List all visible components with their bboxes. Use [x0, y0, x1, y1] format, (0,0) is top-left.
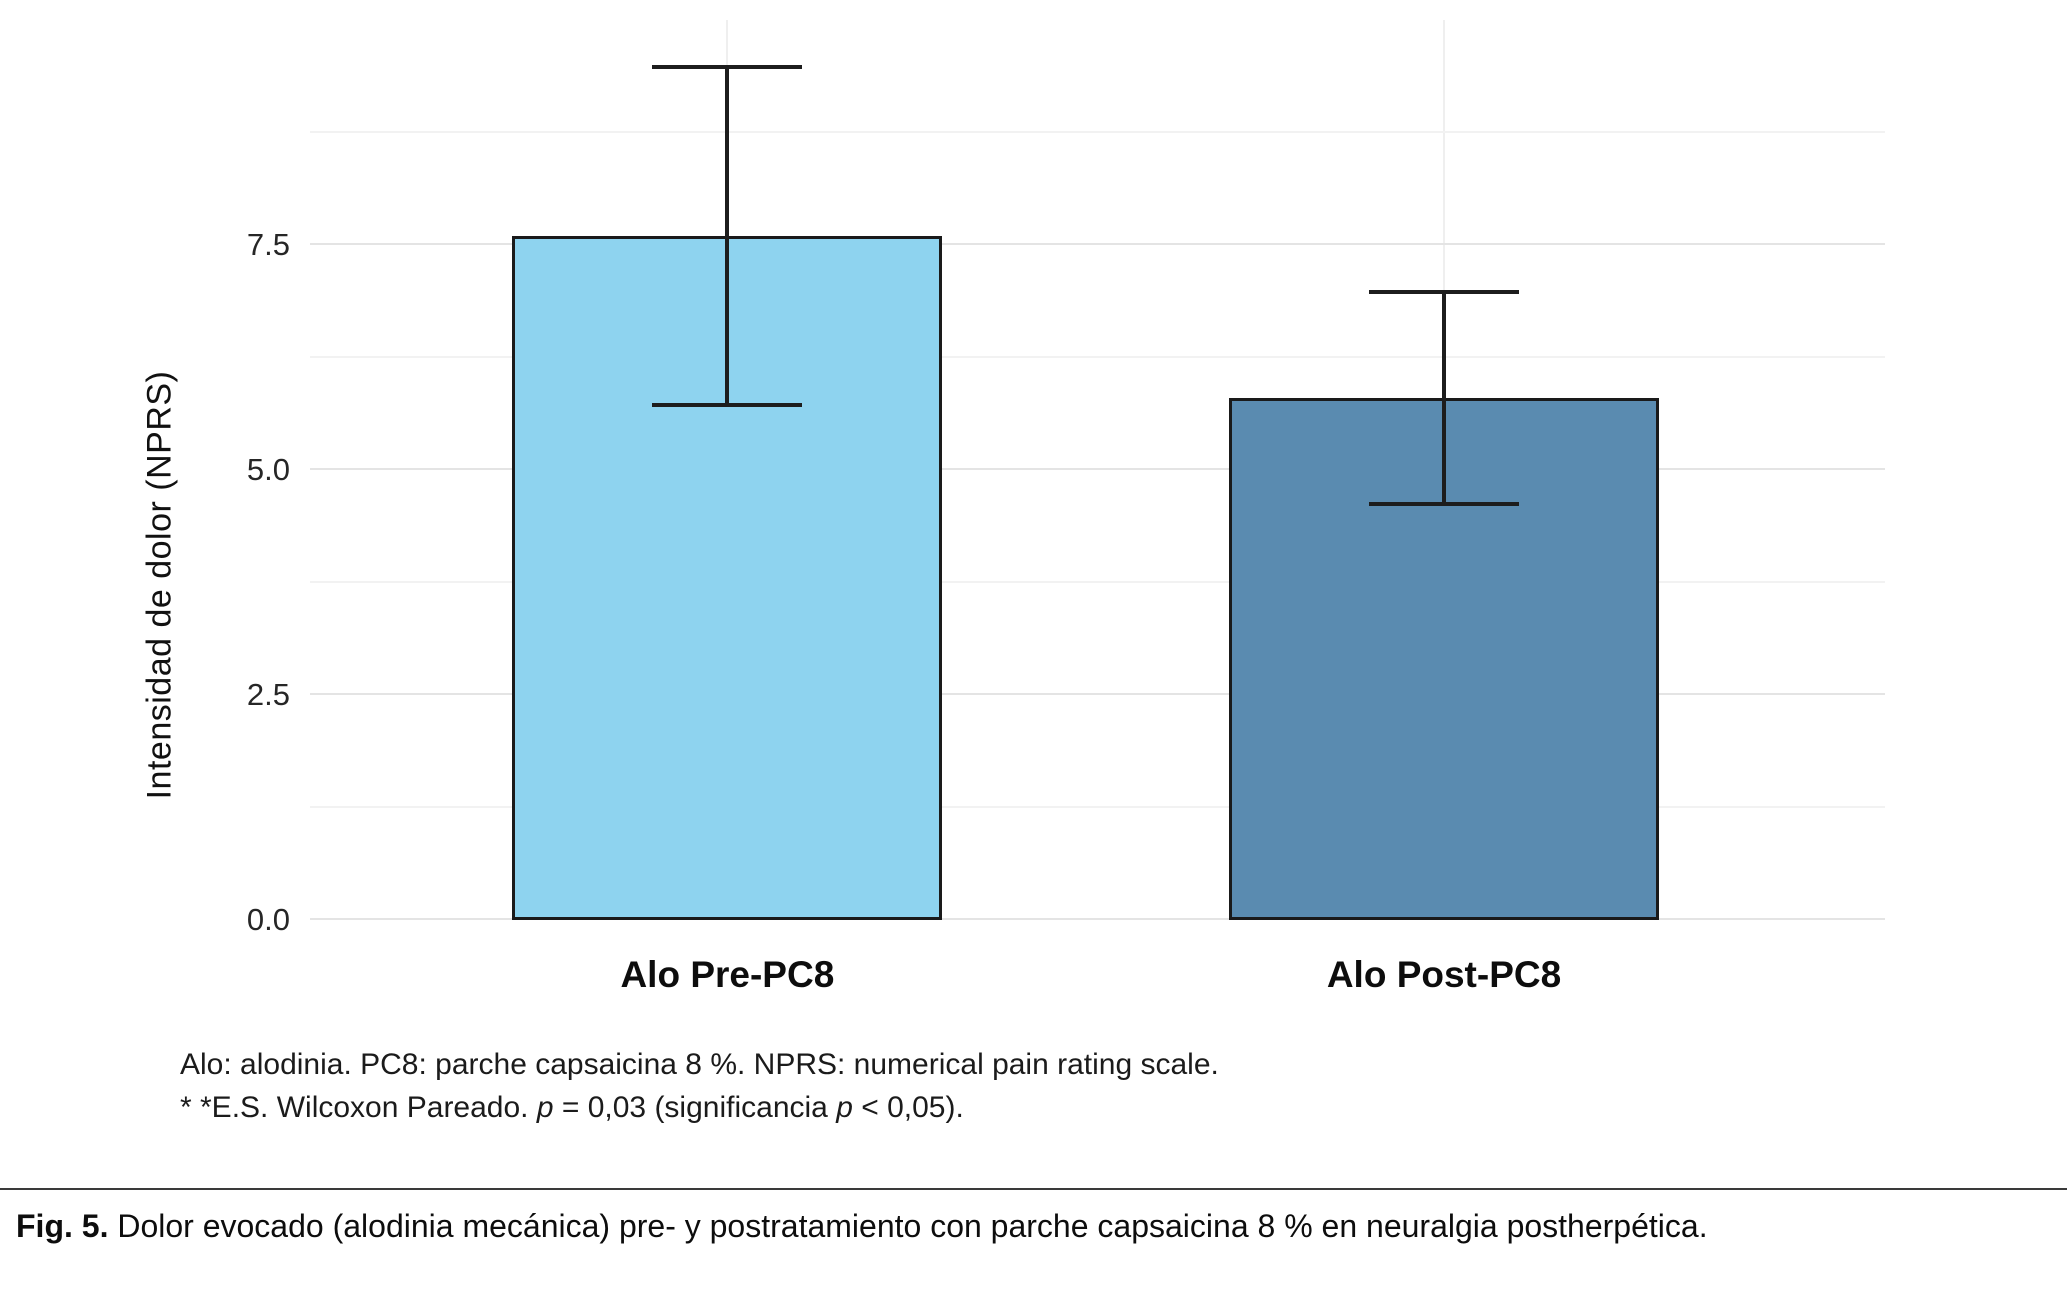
y-axis: 0.0 2.5 5.0 7.5 [180, 20, 290, 937]
figure-number: Fig. 5. [16, 1208, 109, 1244]
figure-caption-text: Dolor evocado (alodinia mecánica) pre- y… [117, 1208, 1708, 1244]
error-bar-line [725, 65, 730, 407]
major-gridline [310, 918, 1885, 920]
figure-footnotes: Alo: alodinia. PC8: parche capsaicina 8 … [180, 1044, 1219, 1129]
error-bar [652, 65, 803, 407]
minor-gridline [310, 130, 1885, 133]
bar-group: Alo Post-PC8 [1229, 20, 1659, 995]
footnote-stat-prefix: * *E.S. Wilcoxon Pareado. [180, 1090, 537, 1124]
major-gridline [310, 468, 1885, 470]
p-symbol: p [536, 1090, 554, 1124]
major-gridline [310, 243, 1885, 245]
error-bar-cap-bottom [1369, 502, 1519, 506]
error-bar-cap-top [1369, 290, 1519, 294]
minor-gridline [310, 580, 1885, 583]
footnote-abbreviations: Alo: alodinia. PC8: parche capsaicina 8 … [180, 1048, 1219, 1081]
error-bar-line [1442, 290, 1446, 506]
bar-group: Alo Pre-PC8 [512, 20, 943, 995]
y-tick-label: 2.5 [246, 677, 290, 712]
y-tick-label: 0.0 [246, 902, 290, 937]
figure-caption: Fig. 5. Dolor evocado (alodinia mecánica… [16, 1206, 2026, 1248]
footnote-stat-mid: = 0,03 (significancia [553, 1090, 837, 1124]
minor-gridline [310, 805, 1885, 808]
footnote-statistics: * *E.S. Wilcoxon Pareado. p = 0,03 (sign… [180, 1087, 1219, 1130]
y-tick-label: 5.0 [246, 452, 290, 487]
y-axis-title: Intensidad de dolor (NPRS) [140, 370, 179, 800]
error-bar [1369, 290, 1519, 506]
plot-area: Alo Pre-PC8 Alo Post-PC8 [310, 20, 1885, 995]
p-symbol: p [836, 1090, 853, 1124]
x-axis-label: Alo Post-PC8 [1326, 954, 1562, 995]
y-tick-label: 7.5 [246, 227, 290, 262]
caption-divider [0, 1188, 2067, 1190]
minor-gridline [310, 355, 1885, 358]
footnote-stat-suffix: < 0,05). [852, 1090, 964, 1124]
error-bar-cap-top [652, 65, 803, 69]
x-axis-label: Alo Pre-PC8 [620, 954, 835, 995]
error-bar-cap-bottom [652, 403, 803, 407]
major-gridline [310, 693, 1885, 695]
